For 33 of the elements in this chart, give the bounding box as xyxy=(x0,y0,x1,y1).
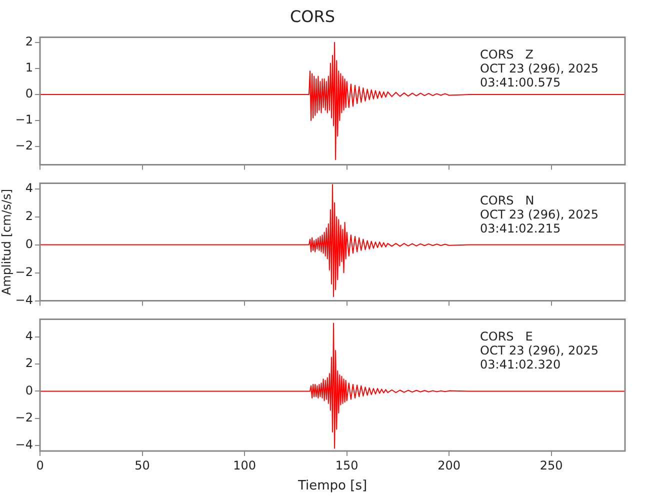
annotation: 03:41:02.320 xyxy=(480,357,561,372)
x-tick-label: 50 xyxy=(134,458,150,472)
y-tick-label: 2 xyxy=(25,34,33,49)
y-tick-label: 1 xyxy=(25,60,33,75)
y-tick-label: 0 xyxy=(25,383,33,398)
y-tick-label: −4 xyxy=(15,438,33,452)
annotation: 03:41:02.215 xyxy=(480,221,561,236)
y-tick-label: −4 xyxy=(15,292,33,307)
x-tick-label: 100 xyxy=(233,458,256,472)
y-tick-label: 0 xyxy=(25,86,33,101)
x-axis-title: Tiempo [s] xyxy=(296,478,368,494)
x-tick-label: 150 xyxy=(335,458,358,472)
y-tick-label: −2 xyxy=(15,138,33,153)
annotation: CORS E xyxy=(480,329,533,344)
annotation: CORS Z xyxy=(480,47,534,62)
x-tick-label: 200 xyxy=(438,458,461,472)
x-tick-label: 250 xyxy=(540,458,563,472)
y-tick-label: 0 xyxy=(25,236,33,251)
x-tick-label: 0 xyxy=(36,458,44,472)
y-tick-label: 2 xyxy=(25,356,33,370)
chart-title: CORS xyxy=(290,6,336,26)
y-tick-label: 4 xyxy=(25,180,33,195)
annotation: 03:41:00.575 xyxy=(480,75,561,90)
y-axis-title: Amplitud [cm/s/s] xyxy=(0,188,14,296)
y-tick-label: 2 xyxy=(25,208,33,223)
annotation: CORS N xyxy=(480,193,534,208)
y-tick-label: 4 xyxy=(25,328,33,343)
annotation: OCT 23 (296), 2025 xyxy=(480,61,598,76)
y-tick-label: −2 xyxy=(15,264,33,279)
y-tick-label: −2 xyxy=(15,410,33,425)
annotation: OCT 23 (296), 2025 xyxy=(480,207,598,222)
y-tick-label: −1 xyxy=(15,112,33,127)
annotation: OCT 23 (296), 2025 xyxy=(480,343,598,358)
